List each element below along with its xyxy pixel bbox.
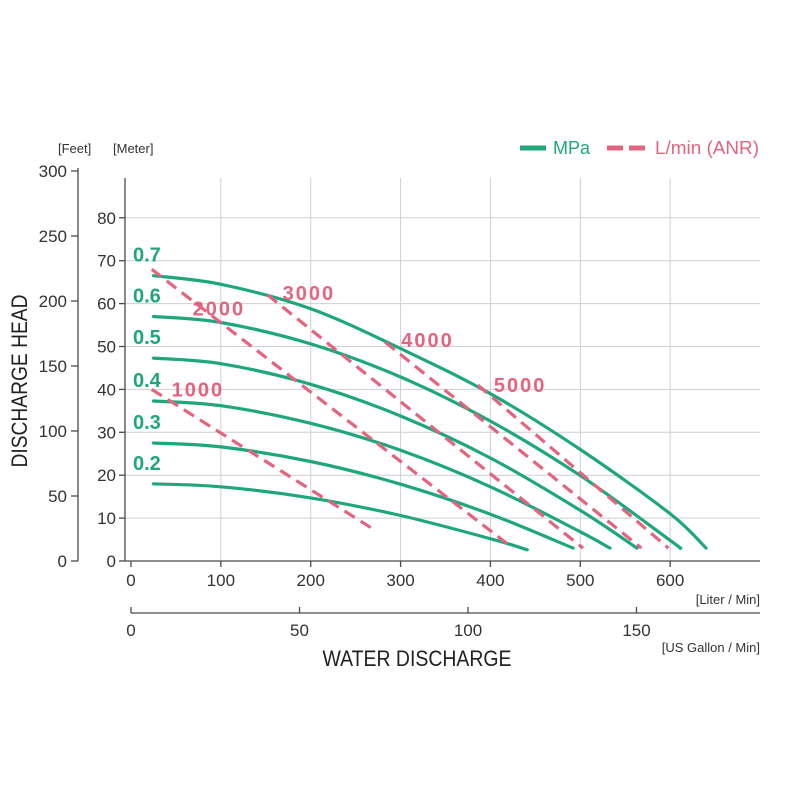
air-consumption-line-4000 [384,340,643,550]
meter-axis-tick-label: 40 [97,380,116,399]
meter-axis-tick-label: 80 [97,209,116,228]
gallon-axis-tick-label: 0 [126,621,135,640]
gallon-axis-tick-label: 100 [454,621,482,640]
meter-axis-tick-label: 20 [97,466,116,485]
feet-axis-tick-label: 150 [39,357,67,376]
pressure-curve-0-6 [151,314,683,550]
pressure-curve-0-2 [151,482,529,552]
meter-axis-tick-label: 60 [97,295,116,314]
pressure-curve-0-7 [151,274,708,550]
air-consumption-line-1000 [150,388,374,531]
air-consumption-label-2000: 2000 [193,298,246,320]
legend: MPa L/min (ANR) [520,138,759,158]
pressure-curve-0-4 [151,399,612,550]
feet-axis-unit-label: [Feet] [58,141,91,156]
legend-label-air-consumption: L/min (ANR) [655,138,759,158]
pressure-label-0-7: 0.7 [133,245,161,267]
pressure-curve-0-3 [151,441,575,550]
legend-label-mpa: MPa [553,138,591,158]
air-consumption-line-2000 [150,268,514,550]
feet-axis-tick-label: 300 [39,162,67,181]
liter-axis-tick-label: 0 [126,571,135,590]
series-lines [150,268,708,552]
air-consumption-line-5000 [476,383,670,550]
liter-axis-tick-label: 300 [386,571,414,590]
gallon-axis-tick-label: 150 [622,621,650,640]
meter-axis-tick-label: 70 [97,252,116,271]
feet-axis-tick-label: 200 [39,292,67,311]
liter-axis-tick-label: 200 [297,571,325,590]
y-axis-title: DISCHARGE HEAD [7,295,32,468]
pressure-curve-0-5 [151,356,639,550]
pressure-label-0-4: 0.4 [133,370,162,392]
meter-axis-unit-label: [Meter] [113,141,153,156]
x-axis-title: WATER DISCHARGE [323,646,512,671]
liter-axis-tick-label: 400 [476,571,504,590]
gallon-axis-tick-label: 50 [290,621,309,640]
liter-axis-tick-label: 600 [656,571,684,590]
pressure-label-0-3: 0.3 [133,412,161,434]
series-labels: 0.7 0.6 0.5 0.4 0.3 0.2 1000 2000 3000 4000 5000 [133,245,547,475]
liter-axis-tick-label: 500 [566,571,594,590]
meter-axis-tick-label: 50 [97,338,116,357]
feet-axis-tick-label: 100 [39,422,67,441]
liter-axis-tick-label: 100 [207,571,235,590]
feet-axis-tick-label: 50 [48,487,67,506]
feet-axis-tick-label: 0 [58,552,67,571]
pressure-label-0-5: 0.5 [133,327,161,349]
liter-axis-unit-label: [Liter / Min] [696,592,760,607]
meter-axis-tick-label: 0 [107,552,116,571]
pressure-label-0-2: 0.2 [133,453,161,475]
air-consumption-line-3000 [266,293,585,550]
feet-axis-tick-label: 250 [39,227,67,246]
meter-axis-tick-label: 30 [97,423,116,442]
meter-axis-tick-label: 10 [97,509,116,528]
air-consumption-label-1000: 1000 [172,379,225,401]
gallon-axis-unit-label: [US Gallon / Min] [662,640,760,655]
air-consumption-label-3000: 3000 [283,283,336,305]
pressure-label-0-6: 0.6 [133,285,161,307]
air-consumption-label-4000: 4000 [401,330,454,352]
air-consumption-label-5000: 5000 [494,375,547,397]
